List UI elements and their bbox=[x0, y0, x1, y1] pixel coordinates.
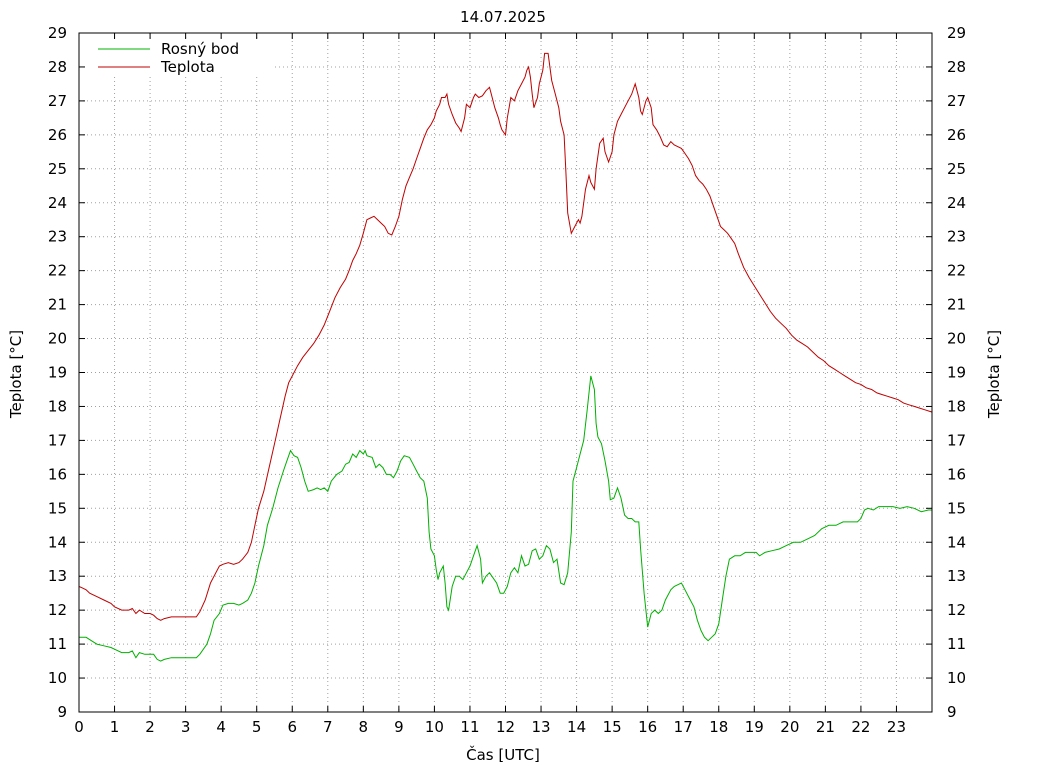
y-tick-label-left-18: 18 bbox=[48, 397, 67, 415]
x-tick-label-4: 4 bbox=[216, 718, 226, 736]
y-tick-label-right-24: 24 bbox=[947, 194, 966, 212]
y-axis-title-right: Teplota [°C] bbox=[985, 330, 1003, 419]
y-tick-label-left-10: 10 bbox=[48, 669, 67, 687]
y-tick-label-left-29: 29 bbox=[48, 24, 67, 42]
y-tick-label-left-19: 19 bbox=[48, 364, 67, 382]
x-tick-label-19: 19 bbox=[745, 718, 764, 736]
tick-labels: 0 1 2 3 4 5 6 7 8 9 10 11 12 13 14 15 16 17 18 19 20 21 22 239 9… bbox=[48, 24, 966, 736]
x-tick-label-12: 12 bbox=[496, 718, 515, 736]
x-tick-label-13: 13 bbox=[531, 718, 550, 736]
x-axis-title: Čas [UTC] bbox=[466, 745, 540, 764]
y-tick-label-left-9: 9 bbox=[57, 703, 67, 721]
y-tick-label-right-28: 28 bbox=[947, 58, 966, 76]
series-group bbox=[79, 52, 932, 662]
y-tick-label-right-13: 13 bbox=[947, 567, 966, 585]
series-line-teplota bbox=[79, 52, 932, 621]
y-tick-label-left-17: 17 bbox=[48, 431, 67, 449]
y-tick-label-right-16: 16 bbox=[947, 465, 966, 483]
x-tick-label-2: 2 bbox=[145, 718, 155, 736]
y-tick-label-left-14: 14 bbox=[48, 533, 67, 551]
x-tick-label-11: 11 bbox=[460, 718, 479, 736]
legend-label-teplota: Teplota bbox=[160, 58, 215, 76]
x-tick-label-15: 15 bbox=[603, 718, 622, 736]
y-tick-label-right-19: 19 bbox=[947, 364, 966, 382]
y-tick-label-right-22: 22 bbox=[947, 262, 966, 280]
x-tick-label-14: 14 bbox=[567, 718, 586, 736]
y-tick-label-left-25: 25 bbox=[48, 160, 67, 178]
y-tick-label-left-11: 11 bbox=[48, 635, 67, 653]
x-tick-label-23: 23 bbox=[887, 718, 906, 736]
y-tick-label-right-18: 18 bbox=[947, 397, 966, 415]
x-tick-label-7: 7 bbox=[323, 718, 333, 736]
series-line-rosny-bod bbox=[79, 375, 932, 662]
y-tick-label-right-20: 20 bbox=[947, 330, 966, 348]
y-tick-label-left-20: 20 bbox=[48, 330, 67, 348]
y-axis-title-left: Teplota [°C] bbox=[7, 330, 25, 419]
legend-label-rosny-bod: Rosný bod bbox=[161, 40, 239, 58]
y-tick-label-right-9: 9 bbox=[947, 703, 957, 721]
x-tick-label-5: 5 bbox=[252, 718, 262, 736]
y-tick-label-left-16: 16 bbox=[48, 465, 67, 483]
x-tick-label-17: 17 bbox=[674, 718, 693, 736]
chart-title: 14.07.2025 bbox=[460, 8, 546, 26]
x-tick-label-10: 10 bbox=[425, 718, 444, 736]
y-tick-label-left-26: 26 bbox=[48, 126, 67, 144]
x-tick-label-22: 22 bbox=[851, 718, 870, 736]
y-tick-label-left-13: 13 bbox=[48, 567, 67, 585]
ticks bbox=[78, 32, 932, 713]
y-tick-label-left-21: 21 bbox=[48, 296, 67, 314]
y-tick-label-right-17: 17 bbox=[947, 431, 966, 449]
y-tick-label-right-23: 23 bbox=[947, 228, 966, 246]
y-tick-label-right-10: 10 bbox=[947, 669, 966, 687]
legend-background bbox=[86, 40, 272, 76]
y-tick-label-left-28: 28 bbox=[48, 58, 67, 76]
y-tick-label-right-21: 21 bbox=[947, 296, 966, 314]
y-tick-label-right-15: 15 bbox=[947, 499, 966, 517]
y-tick-label-right-12: 12 bbox=[947, 601, 966, 619]
x-tick-label-1: 1 bbox=[110, 718, 120, 736]
legend: Rosný bod Teplota bbox=[86, 40, 272, 76]
y-tick-label-right-26: 26 bbox=[947, 126, 966, 144]
x-tick-label-8: 8 bbox=[359, 718, 369, 736]
y-tick-label-left-22: 22 bbox=[48, 262, 67, 280]
x-tick-label-3: 3 bbox=[181, 718, 191, 736]
y-tick-label-left-23: 23 bbox=[48, 228, 67, 246]
y-tick-label-right-29: 29 bbox=[947, 24, 966, 42]
y-tick-label-left-27: 27 bbox=[48, 92, 67, 110]
x-tick-label-18: 18 bbox=[709, 718, 728, 736]
x-tick-label-21: 21 bbox=[816, 718, 835, 736]
x-tick-label-9: 9 bbox=[394, 718, 404, 736]
x-tick-label-20: 20 bbox=[780, 718, 799, 736]
x-tick-label-16: 16 bbox=[638, 718, 657, 736]
x-tick-label-6: 6 bbox=[287, 718, 297, 736]
y-tick-label-right-27: 27 bbox=[947, 92, 966, 110]
y-tick-label-right-25: 25 bbox=[947, 160, 966, 178]
y-tick-label-right-11: 11 bbox=[947, 635, 966, 653]
y-tick-label-left-12: 12 bbox=[48, 601, 67, 619]
y-tick-label-right-14: 14 bbox=[947, 533, 966, 551]
y-tick-label-left-15: 15 bbox=[48, 499, 67, 517]
x-tick-label-0: 0 bbox=[74, 718, 84, 736]
y-tick-label-left-24: 24 bbox=[48, 194, 67, 212]
